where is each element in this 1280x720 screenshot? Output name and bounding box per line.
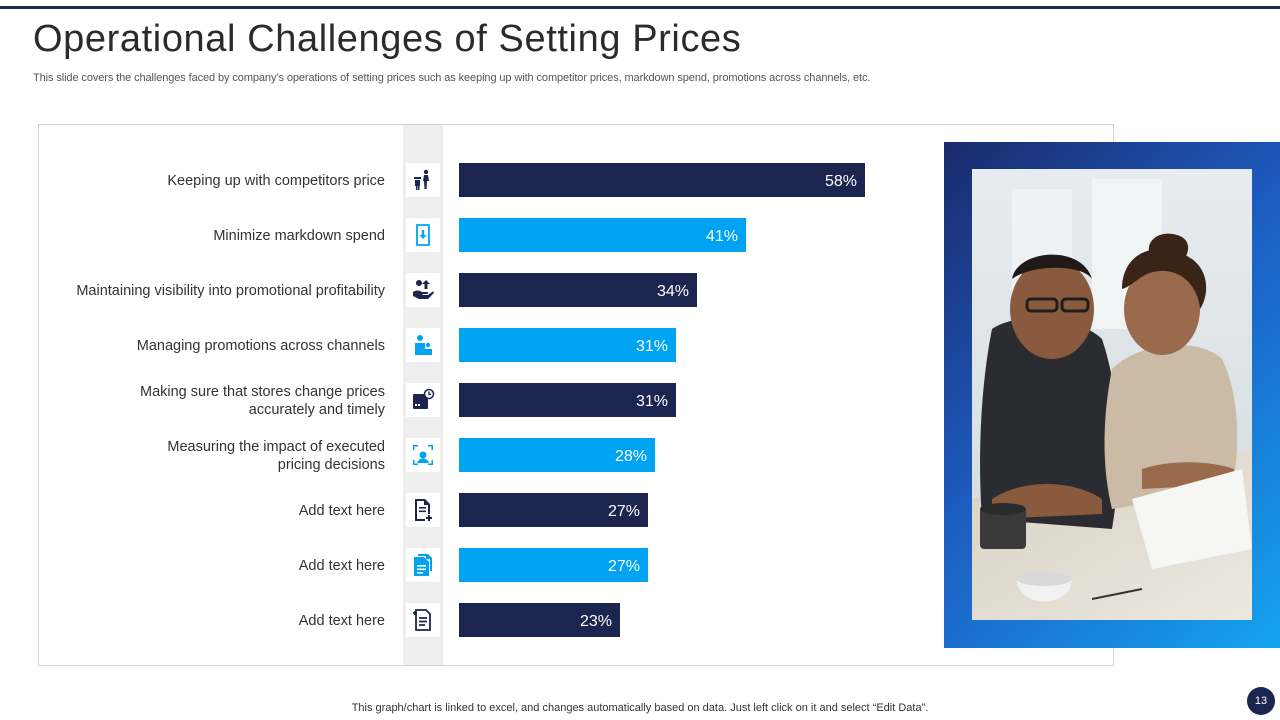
store-prices-clock-icon bbox=[406, 383, 440, 417]
bar-value-label-3: 34% bbox=[657, 283, 689, 300]
slide-title: Operational Challenges of Setting Prices bbox=[33, 18, 742, 60]
meeting-photo bbox=[972, 169, 1252, 620]
category-label-line: accurately and timely bbox=[249, 402, 386, 418]
promotional-profit-icon bbox=[406, 273, 440, 307]
bar-6[interactable] bbox=[459, 438, 655, 472]
category-label-9: Add text here bbox=[299, 613, 385, 629]
bar-value-label-1: 58% bbox=[825, 173, 857, 190]
bar-3[interactable] bbox=[459, 273, 697, 307]
category-label-line: Keeping up with competitors price bbox=[167, 173, 385, 189]
bar-value-label-8: 27% bbox=[608, 558, 640, 575]
bar-8[interactable] bbox=[459, 548, 648, 582]
category-label-7: Add text here bbox=[299, 503, 385, 519]
category-label-5: Making sure that stores change prices acc… bbox=[140, 384, 386, 418]
bar-value-label-9: 23% bbox=[580, 613, 612, 630]
promotions-channels-icon bbox=[406, 328, 440, 362]
documents-copy-icon bbox=[406, 548, 440, 582]
category-label-line: Add text here bbox=[299, 558, 385, 574]
category-label-8: Add text here bbox=[299, 558, 385, 574]
slide-subtitle: This slide covers the challenges faced b… bbox=[33, 72, 871, 84]
category-label-line: Making sure that stores change prices bbox=[140, 384, 385, 400]
footer-note: This graph/chart is linked to excel, and… bbox=[351, 702, 929, 714]
markdown-download-icon bbox=[406, 218, 440, 252]
category-label-4: Managing promotions across channels bbox=[137, 338, 385, 354]
category-label-line: Minimize markdown spend bbox=[213, 228, 385, 244]
category-label-line: pricing decisions bbox=[278, 457, 385, 473]
bar-value-label-2: 41% bbox=[706, 228, 738, 245]
document-add-icon bbox=[406, 493, 440, 527]
category-label-2: Minimize markdown spend bbox=[213, 228, 385, 244]
bar-value-label-5: 31% bbox=[636, 393, 668, 410]
bar-7[interactable] bbox=[459, 493, 648, 527]
category-label-line: Measuring the impact of executed bbox=[167, 439, 385, 455]
bar-2[interactable] bbox=[459, 218, 746, 252]
category-label-line: Maintaining visibility into promotional … bbox=[76, 283, 385, 299]
bar-4[interactable] bbox=[459, 328, 676, 362]
page-number: 13 bbox=[1247, 687, 1275, 715]
category-label-1: Keeping up with competitors price bbox=[167, 173, 385, 189]
bar-1[interactable] bbox=[459, 163, 865, 197]
bar-9[interactable] bbox=[459, 603, 620, 637]
impact-measure-icon bbox=[406, 438, 440, 472]
top-rule bbox=[0, 6, 1280, 9]
document-list-icon bbox=[406, 603, 440, 637]
category-label-6: Measuring the impact of executed pricing … bbox=[167, 439, 385, 473]
bar-5[interactable] bbox=[459, 383, 676, 417]
category-label-line: Add text here bbox=[299, 503, 385, 519]
category-label-line: Add text here bbox=[299, 613, 385, 629]
competitor-price-icon bbox=[406, 163, 440, 197]
category-label-3: Maintaining visibility into promotional … bbox=[76, 283, 385, 299]
bar-value-label-6: 28% bbox=[615, 448, 647, 465]
bar-value-label-4: 31% bbox=[636, 338, 668, 355]
category-label-line: Managing promotions across channels bbox=[137, 338, 385, 354]
bar-value-label-7: 27% bbox=[608, 503, 640, 520]
